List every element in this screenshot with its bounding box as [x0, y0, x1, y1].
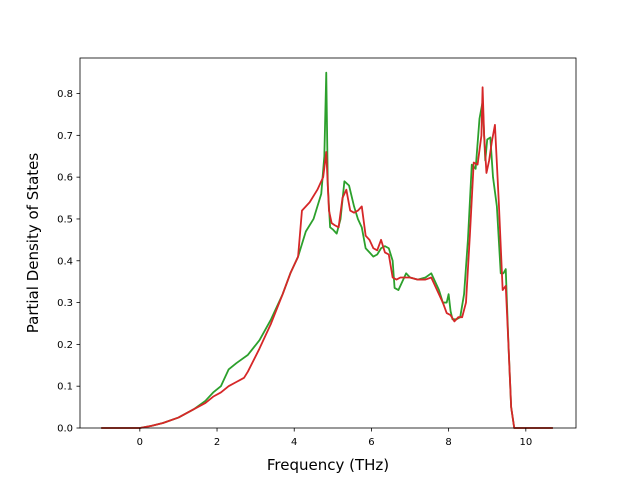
y-tick-label: 0.1 — [57, 382, 73, 393]
x-tick-label: 4 — [291, 437, 297, 448]
x-tick-label: 2 — [214, 437, 220, 448]
x-axis-ticks: 0 2 4 6 8 10 — [137, 428, 532, 448]
y-tick-label: 0.8 — [57, 89, 73, 100]
y-tick-label: 0.0 — [57, 424, 73, 435]
y-tick-label: 0.4 — [57, 256, 73, 267]
series-line-2 — [101, 86, 553, 429]
y-axis-label: Partial Density of States — [24, 153, 42, 334]
x-tick-label: 0 — [137, 437, 143, 448]
y-axis-ticks: 0.0 0.1 0.2 0.3 0.4 0.5 0.6 0.7 0.8 — [57, 89, 80, 435]
y-tick-label: 0.5 — [57, 214, 73, 225]
x-tick-label: 8 — [445, 437, 451, 448]
y-tick-label: 0.2 — [57, 340, 73, 351]
plot-area-frame — [79, 57, 577, 429]
y-tick-label: 0.3 — [57, 298, 73, 309]
x-tick-label: 10 — [519, 437, 532, 448]
y-tick-label: 0.7 — [57, 131, 73, 142]
x-tick-label: 6 — [368, 437, 374, 448]
series-line-1 — [101, 71, 553, 429]
x-axis-label: Frequency (THz) — [267, 456, 389, 474]
series-layer — [101, 71, 553, 429]
y-tick-label: 0.6 — [57, 173, 73, 184]
